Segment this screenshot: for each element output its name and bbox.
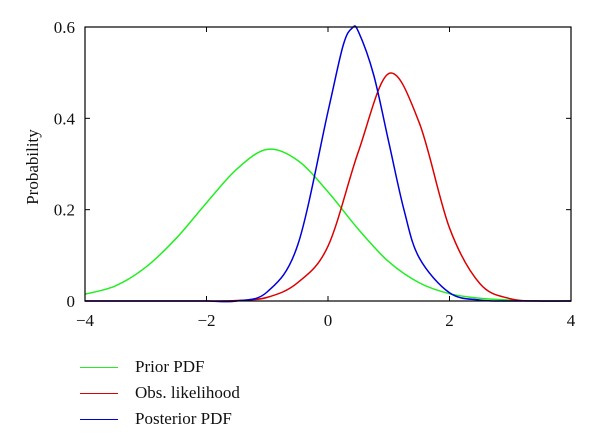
legend-label-1: Obs. likelihood [135, 383, 240, 402]
plot-curves [84, 25, 572, 303]
legend: Prior PDF Obs. likelihood Posterior PDF [80, 354, 240, 432]
y-tick-label-2: 0.4 [54, 109, 76, 128]
plot-frame [84, 26, 572, 302]
legend-label-0: Prior PDF [135, 357, 205, 376]
legend-item-2: Posterior PDF [80, 406, 240, 432]
y-tick-label-3: 0.6 [54, 18, 75, 37]
legend-swatch-2 [80, 418, 118, 420]
y-tick-label-1: 0.2 [54, 201, 75, 220]
legend-item-0: Prior PDF [80, 354, 240, 380]
axis-ticks: −4 −2 0 2 4 0 0.2 0.4 0.6 [54, 18, 576, 330]
x-tick-label-2: 0 [324, 311, 333, 330]
legend-item-1: Obs. likelihood [80, 380, 240, 406]
series-line-1 [84, 72, 572, 302]
x-tick-label-3: 2 [445, 311, 454, 330]
legend-swatch-0 [80, 366, 118, 368]
x-tick-label-1: −2 [197, 311, 215, 330]
x-tick-label-4: 4 [567, 311, 576, 330]
legend-swatch-1 [80, 392, 118, 394]
series-line-2 [84, 25, 571, 303]
y-axis-label: Probability [23, 129, 42, 205]
x-tick-label-0: −4 [76, 311, 95, 330]
series-line-0 [84, 148, 572, 302]
y-tick-label-0: 0 [67, 292, 76, 311]
legend-label-2: Posterior PDF [135, 409, 232, 428]
